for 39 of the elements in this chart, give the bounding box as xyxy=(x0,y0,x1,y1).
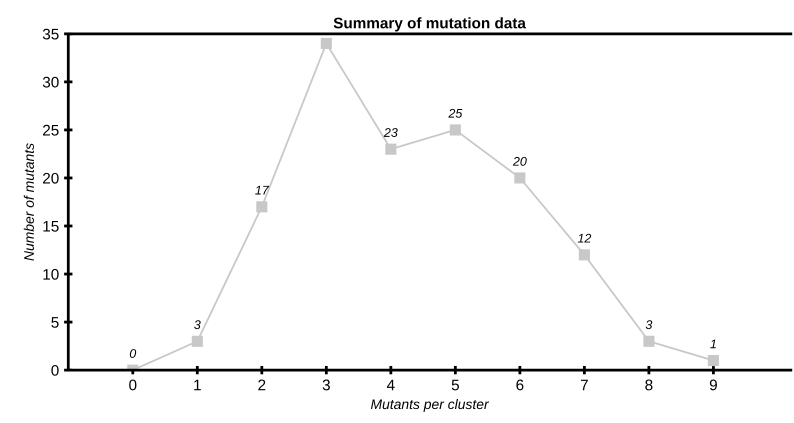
data-label: 23 xyxy=(384,128,398,137)
data-label: 25 xyxy=(448,108,462,118)
data-label: 0 xyxy=(130,349,136,358)
x-tick-label: 4 xyxy=(386,380,395,390)
data-label: 3 xyxy=(646,320,652,330)
x-tick-label: 0 xyxy=(129,380,136,390)
point xyxy=(708,354,719,366)
data-label: 12 xyxy=(578,234,592,243)
y-tick-label: 10 xyxy=(43,268,59,280)
data-label: 1 xyxy=(710,340,716,348)
x-tick-label: 7 xyxy=(580,380,588,390)
x-tick-label: 1 xyxy=(194,380,201,390)
x-tick-label: 3 xyxy=(322,380,330,390)
y-tick-label: 25 xyxy=(43,124,59,136)
x-tick-label: 8 xyxy=(645,380,652,390)
x-tick-label: 6 xyxy=(516,380,524,390)
point xyxy=(192,336,203,347)
data-label: 3 xyxy=(194,320,201,330)
x-tick-label: 2 xyxy=(258,380,266,390)
y-axis-title: Number of mutants xyxy=(24,143,34,261)
y-tick-label: 0 xyxy=(51,364,59,376)
x-tick-label: 9 xyxy=(710,380,717,390)
point xyxy=(256,201,268,212)
y-tick-label: 15 xyxy=(43,221,59,232)
point xyxy=(450,124,461,136)
x-tick-label: 5 xyxy=(452,380,459,390)
point xyxy=(385,144,396,155)
point xyxy=(320,38,332,50)
data-label: 20 xyxy=(512,156,527,166)
y-tick-label: 20 xyxy=(43,172,59,184)
y-tick-label: 30 xyxy=(42,76,59,88)
chart-title: Summary of mutation data xyxy=(334,17,526,32)
y-tick-label: 35 xyxy=(42,28,59,40)
point xyxy=(514,172,526,184)
point xyxy=(643,336,654,347)
y-tick-label: 5 xyxy=(51,317,59,328)
x-axis-title: Mutants per cluster xyxy=(370,398,490,412)
data-label: 17 xyxy=(255,186,270,194)
point xyxy=(578,249,590,260)
